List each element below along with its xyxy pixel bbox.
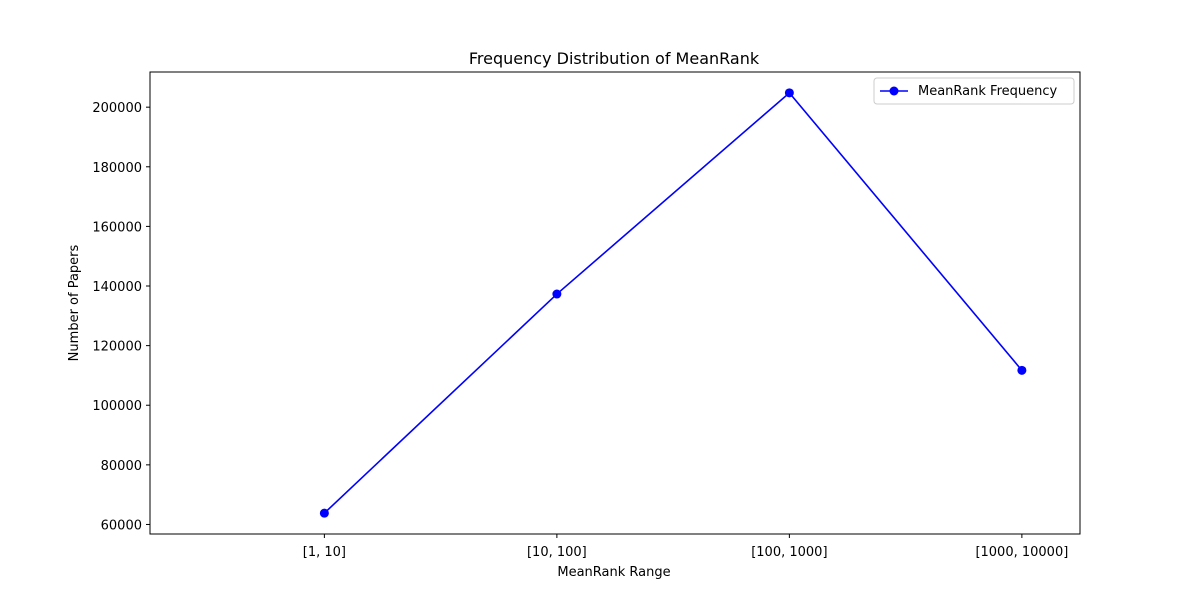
x-tick-label: [10, 100] [527, 545, 587, 560]
y-tick-label: 60000 [101, 518, 142, 533]
y-tick-label: 120000 [92, 340, 142, 355]
y-tick-label: 160000 [92, 220, 142, 235]
data-point [552, 289, 562, 299]
plot-frame [149, 71, 1081, 535]
y-tick-label: 140000 [92, 280, 142, 295]
y-tick-label: 180000 [92, 161, 142, 176]
y-tick-label: 200000 [92, 101, 142, 116]
chart-title: Frequency Distribution of MeanRank [469, 49, 760, 68]
data-point [784, 88, 794, 98]
y-tick-label: 80000 [101, 459, 142, 474]
legend-box [873, 77, 1075, 105]
x-tick-label: [100, 1000] [751, 545, 827, 560]
legend-label: MeanRank Frequency [918, 84, 1057, 99]
series-line [323, 91, 1023, 514]
plot-area: 60000 80000 100000 120000 140000 160000 180000… [92, 71, 1081, 560]
x-tick-label: [1, 10] [303, 545, 346, 560]
x-tick-label: [1000, 10000] [975, 545, 1068, 560]
y-tick-label: 100000 [92, 399, 142, 414]
legend-marker-swatch [889, 86, 899, 96]
y-axis-label: Number of Papers [67, 244, 82, 361]
data-point [319, 508, 329, 518]
x-axis-label: MeanRank Range [557, 565, 670, 580]
data-point [1017, 365, 1027, 375]
